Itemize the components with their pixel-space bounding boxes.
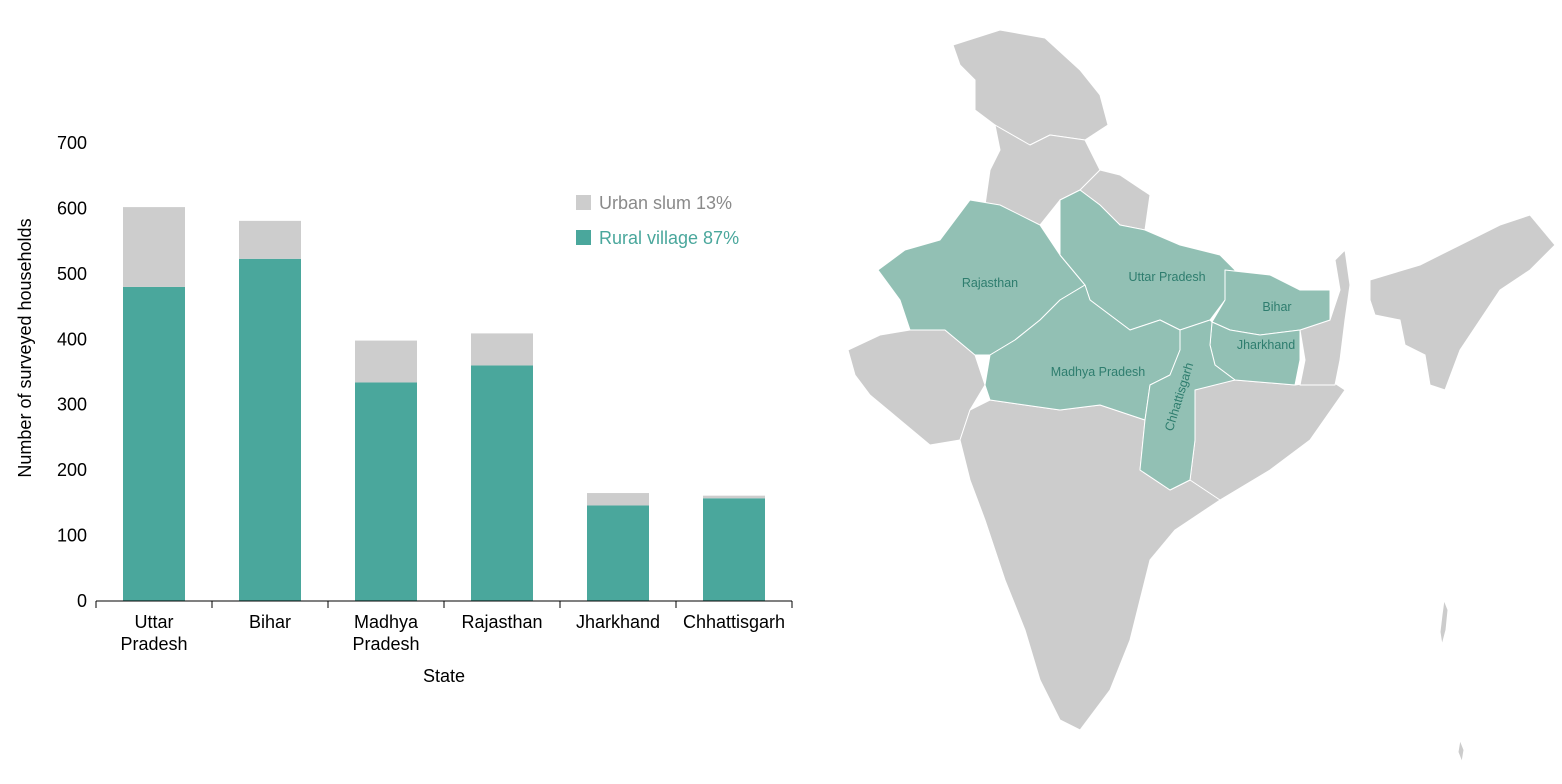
legend-label: Urban slum 13%: [599, 193, 732, 213]
bar-urban: [703, 495, 765, 499]
y-axis-title: Number of surveyed households: [15, 218, 35, 477]
y-axis-ticks: 0 100 200 300 400 500 600 700: [57, 133, 87, 611]
x-tick-label: Madhya Pradesh: [352, 612, 419, 654]
x-axis: Uttar Pradesh Bihar Madhya Pradesh Rajasthan J…: [95, 600, 793, 654]
map-region-northeast: [1369, 214, 1556, 391]
bar-urban: [587, 493, 649, 506]
legend: Urban slum 13% Rural village 87%: [576, 193, 739, 248]
map-label-rajasthan: Rajasthan: [962, 276, 1018, 290]
india-map: Rajasthan Uttar Pradesh Bihar Jharkhand …: [847, 29, 1556, 763]
map-region-westbengal: [1299, 249, 1351, 386]
bar-rural: [587, 505, 649, 601]
x-tick-label: Jharkhand: [576, 612, 660, 632]
bar-urban: [355, 340, 417, 383]
bar-rural: [471, 365, 533, 601]
legend-swatch: [576, 230, 591, 245]
map-region-odisha: [1189, 379, 1346, 501]
bar-urban: [123, 207, 185, 287]
x-tick-label: Rajasthan: [461, 612, 542, 632]
y-tick-label: 500: [57, 264, 87, 284]
map-region-andaman: [1439, 599, 1449, 646]
legend-swatch: [576, 195, 591, 210]
y-tick-label: 100: [57, 526, 87, 546]
y-tick-label: 0: [77, 591, 87, 611]
y-tick-label: 700: [57, 133, 87, 153]
y-tick-label: 200: [57, 460, 87, 480]
bar-urban: [471, 333, 533, 366]
legend-label: Rural village 87%: [599, 228, 739, 248]
map-state-chhattisgarh: [1139, 319, 1236, 491]
bar-urban: [239, 220, 301, 259]
bar-rural: [703, 498, 765, 601]
map-region-nicobar: [1457, 739, 1465, 763]
map-label-jharkhand: Jharkhand: [1237, 338, 1295, 352]
x-tick-label: Uttar Pradesh: [120, 612, 187, 654]
y-tick-label: 400: [57, 329, 87, 349]
map-region-north: [952, 29, 1109, 146]
y-tick-label: 300: [57, 395, 87, 415]
x-tick-label: Chhattisgarh: [683, 612, 785, 632]
x-axis-title: State: [423, 666, 465, 686]
y-tick-label: 600: [57, 198, 87, 218]
x-tick-label: Bihar: [249, 612, 291, 632]
map-label-uttar-pradesh: Uttar Pradesh: [1128, 270, 1205, 284]
bar-chart: 0 100 200 300 400 500 600 700 Uttar Pradesh Bihar…: [15, 133, 793, 686]
bars: [123, 207, 765, 601]
map-label-madhya-pradesh: Madhya Pradesh: [1051, 365, 1146, 379]
bar-rural: [123, 286, 185, 601]
map-label-bihar: Bihar: [1262, 300, 1291, 314]
bar-rural: [239, 258, 301, 601]
bar-rural: [355, 382, 417, 601]
